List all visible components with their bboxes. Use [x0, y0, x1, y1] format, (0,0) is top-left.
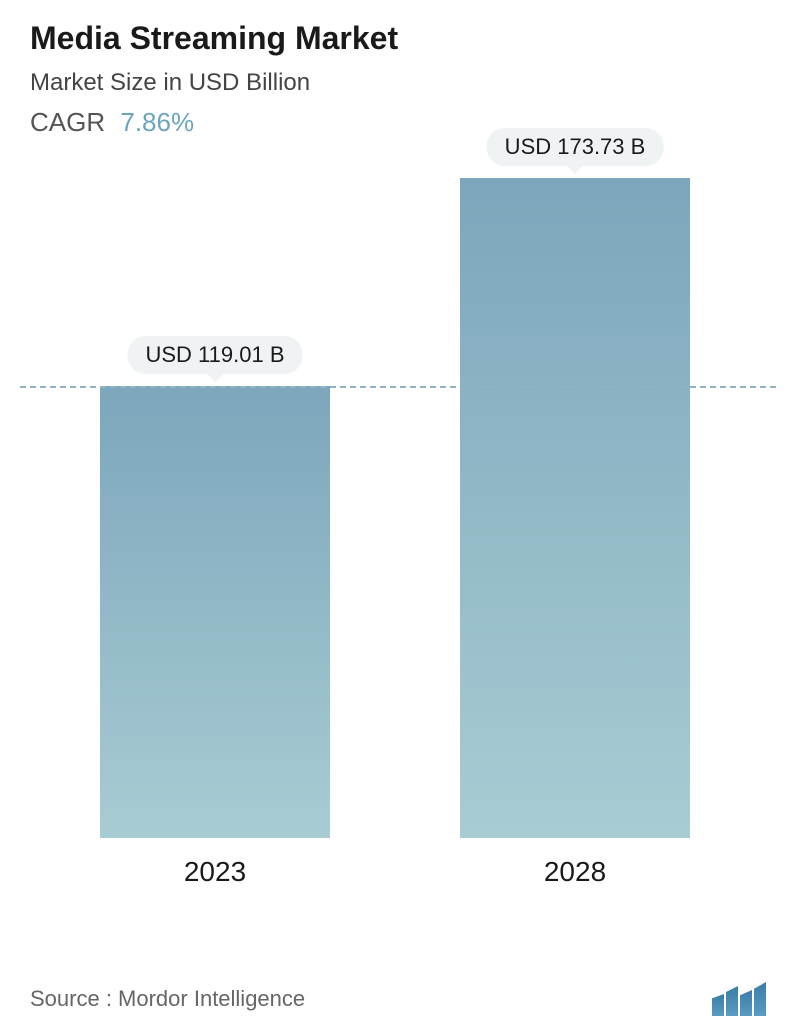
bar-fill-2028 — [460, 178, 690, 838]
source-text: Source : Mordor Intelligence — [30, 986, 305, 1012]
chart-footer: Source : Mordor Intelligence — [30, 982, 766, 1016]
chart-header: Media Streaming Market Market Size in US… — [0, 0, 796, 148]
cagr-label: CAGR — [30, 107, 105, 137]
logo-bar-2 — [726, 986, 738, 1016]
logo-bar-3 — [740, 990, 752, 1016]
cagr-value: 7.86% — [120, 107, 194, 137]
chart-area: USD 119.01 B 2023 USD 173.73 B 2028 — [0, 178, 796, 898]
chart-subtitle: Market Size in USD Billion — [30, 69, 766, 97]
bar-gradient-2028 — [460, 178, 690, 838]
chart-title: Media Streaming Market — [30, 20, 766, 57]
year-label-2023: 2023 — [184, 856, 246, 888]
value-badge-2028: USD 173.73 B — [487, 128, 664, 166]
bar-2028: USD 173.73 B 2028 — [460, 178, 690, 838]
baseline-dashed-line — [20, 386, 776, 388]
bar-fill-2023 — [100, 386, 330, 838]
year-label-2028: 2028 — [544, 856, 606, 888]
bar-gradient-2023 — [100, 386, 330, 838]
mordor-logo — [712, 982, 766, 1016]
logo-bar-4 — [754, 982, 766, 1016]
logo-bar-1 — [712, 994, 724, 1016]
bar-2023: USD 119.01 B 2023 — [100, 386, 330, 838]
value-badge-2023: USD 119.01 B — [127, 336, 302, 374]
